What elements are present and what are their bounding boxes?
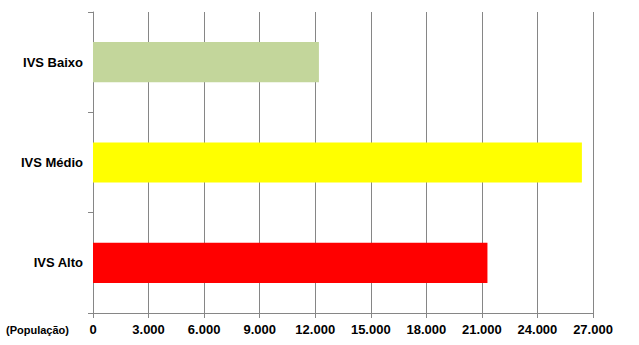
- svg-text:24.000: 24.000: [518, 322, 558, 337]
- svg-text:3.000: 3.000: [132, 322, 165, 337]
- svg-text:15.000: 15.000: [351, 322, 391, 337]
- svg-text:0: 0: [89, 322, 96, 337]
- svg-text:IVS Médio: IVS Médio: [21, 155, 83, 170]
- svg-text:IVS Alto: IVS Alto: [34, 255, 83, 270]
- svg-text:(População): (População): [6, 324, 69, 336]
- svg-text:18.000: 18.000: [406, 322, 446, 337]
- svg-text:27.000: 27.000: [573, 322, 613, 337]
- svg-text:6.000: 6.000: [188, 322, 221, 337]
- svg-text:21.000: 21.000: [462, 322, 502, 337]
- svg-text:12.000: 12.000: [295, 322, 335, 337]
- svg-text:9.000: 9.000: [243, 322, 276, 337]
- svg-text:IVS Baixo: IVS Baixo: [23, 55, 83, 70]
